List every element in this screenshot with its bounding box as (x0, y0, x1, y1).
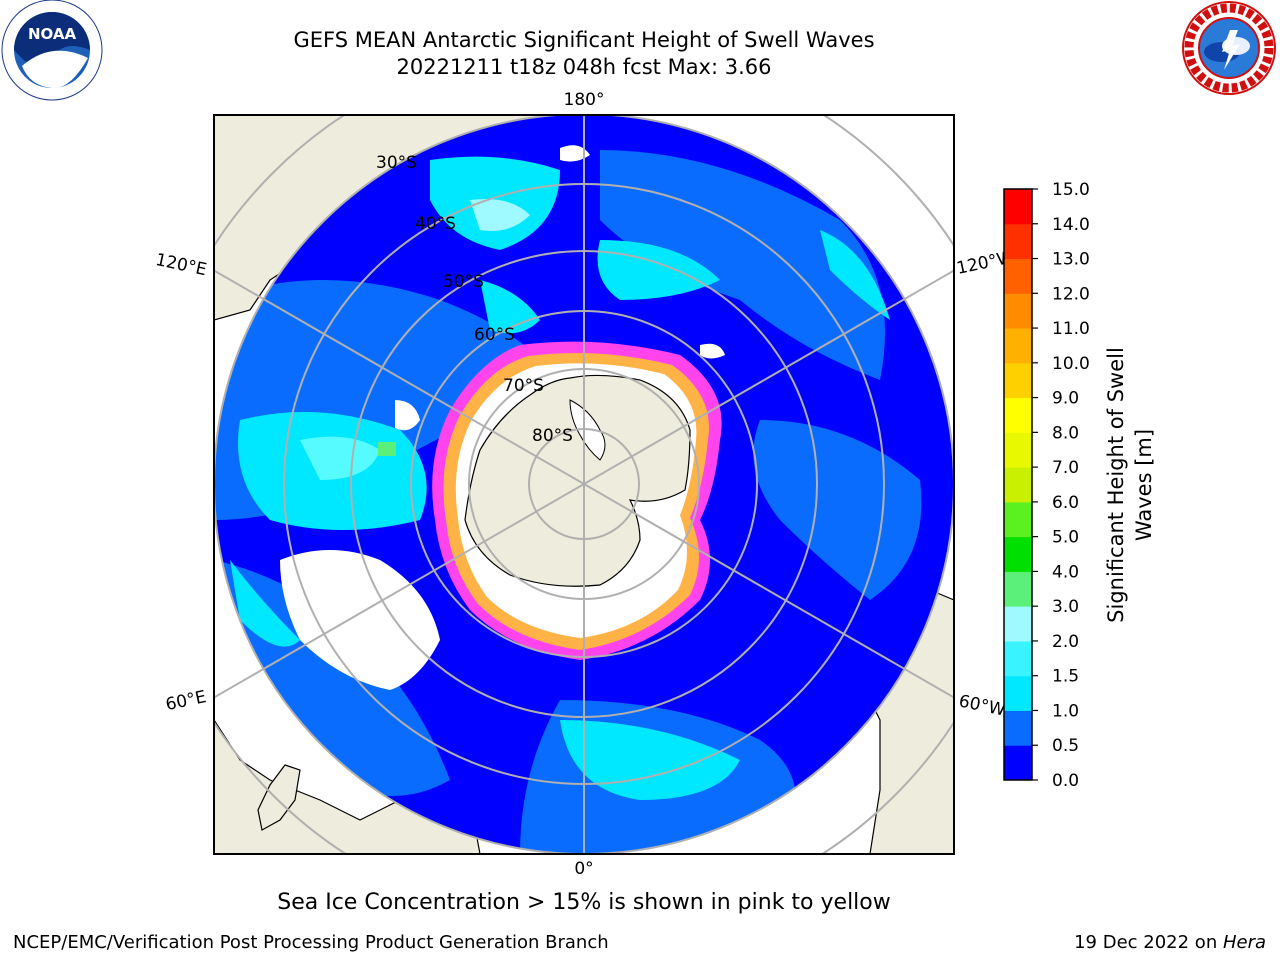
footer-date: 19 Dec 2022 on Hera (1074, 932, 1266, 953)
colorbar-tick-label: 5.0 (1052, 528, 1079, 548)
colorbar-segment (1004, 397, 1032, 433)
colorbar-tick-label: 7.0 (1052, 458, 1079, 478)
colorbar-tick-label: 9.0 (1052, 389, 1079, 409)
chart-subtitle: 20221211 t18z 048h fcst Max: 3.66 (396, 55, 772, 79)
lat-label-30s: 30°S (376, 153, 417, 173)
lat-label-50s: 50°S (443, 272, 484, 292)
colorbar-segment (1004, 571, 1032, 607)
lat-label-60s: 60°S (474, 325, 515, 345)
chart-title: GEFS MEAN Antarctic Significant Height o… (293, 28, 875, 52)
colorbar-tick-label: 1.0 (1052, 701, 1079, 721)
colorbar-segment (1004, 223, 1032, 260)
colorbar-segment (1004, 745, 1032, 781)
lat-label-70s: 70°S (503, 376, 544, 396)
colorbar-tick-label: 10.0 (1052, 354, 1090, 374)
colorbar-tick-label: 6.0 (1052, 493, 1079, 513)
colorbar-tick-label: 12.0 (1052, 284, 1090, 304)
lat-label-80s: 80°S (532, 426, 573, 446)
sea-ice-note: Sea Ice Concentration > 15% is shown in … (277, 890, 891, 915)
noaa-logo: NOAA (1, 0, 103, 101)
footer-branch: NCEP/EMC/Verification Post Processing Pr… (13, 932, 609, 953)
colorbar-tick-label: 0.5 (1052, 736, 1079, 756)
colorbar-tick-label: 11.0 (1052, 319, 1090, 339)
colorbar-segment (1004, 432, 1032, 468)
colorbar-tick-label: 14.0 (1052, 215, 1090, 235)
colorbar-tick-label: 15.0 (1052, 180, 1090, 200)
colorbar-segment (1004, 189, 1032, 225)
colorbar-tick-label: 13.0 (1052, 250, 1090, 270)
colorbar-segment (1004, 606, 1032, 642)
map-frame (213, 114, 955, 855)
colorbar-segment (1004, 675, 1032, 711)
colorbar-segment (1004, 501, 1032, 538)
lon-label-0: 0° (574, 859, 593, 879)
footer-date-text: 19 Dec 2022 on (1074, 932, 1223, 953)
lon-label-180: 180° (564, 90, 605, 110)
colorbar-label-line2: Waves [m] (1132, 429, 1156, 541)
footer-host: Hera (1222, 932, 1266, 953)
colorbar-tick-label: 1.5 (1052, 667, 1079, 687)
colorbar-segment (1004, 362, 1032, 399)
colorbar-segment (1004, 640, 1032, 677)
colorbar-segment (1004, 293, 1032, 329)
colorbar-segment (1004, 328, 1032, 364)
colorbar-tick-label: 2.0 (1052, 632, 1079, 652)
colorbar-segment (1004, 710, 1032, 746)
lat-label-40s: 40°S (415, 214, 456, 234)
nws-logo (1182, 1, 1276, 95)
colorbar-segment (1004, 467, 1032, 503)
colorbar-tick-label: 3.0 (1052, 597, 1079, 617)
colorbar-tick-label: 4.0 (1052, 562, 1079, 582)
colorbar-tick-label: 8.0 (1052, 423, 1079, 443)
colorbar-label-line1: Significant Height of Swell (1104, 347, 1128, 623)
colorbar-segment (1004, 536, 1032, 572)
noaa-logo-text: NOAA (28, 25, 77, 43)
colorbar-tick-label: 0.0 (1052, 771, 1079, 791)
colorbar-segment (1004, 258, 1032, 294)
